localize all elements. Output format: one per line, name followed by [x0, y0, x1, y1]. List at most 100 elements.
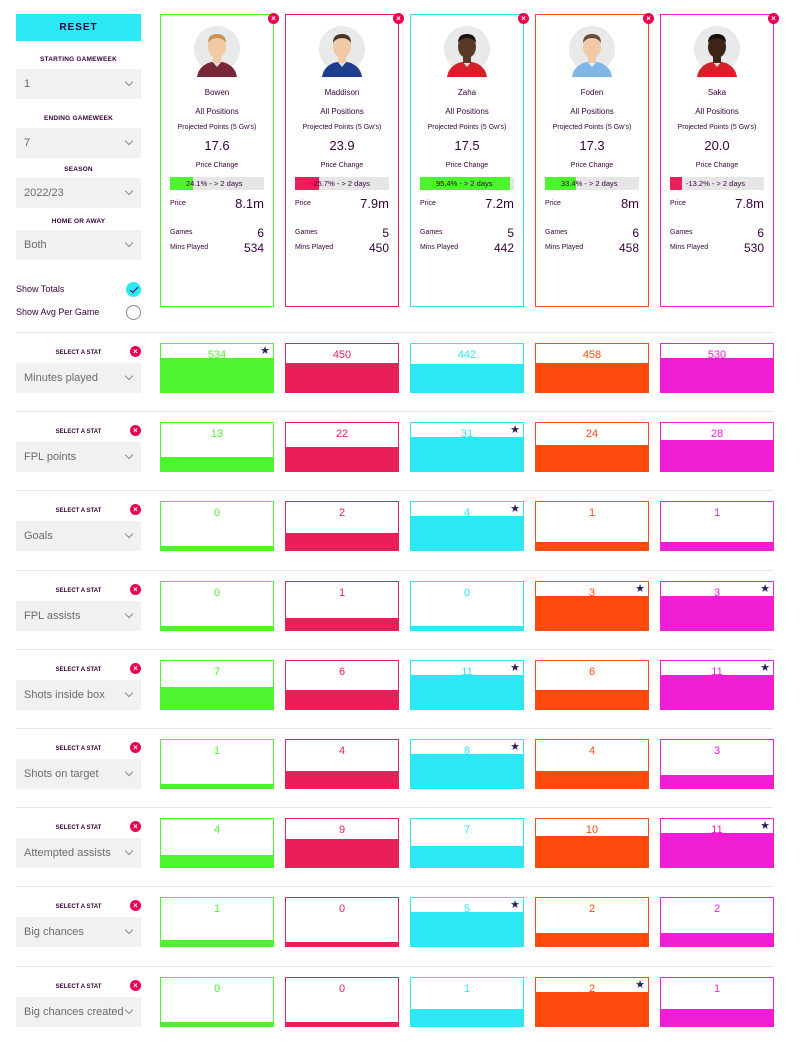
remove-stat-icon[interactable]: × [130, 821, 141, 833]
radio-icon[interactable] [126, 305, 141, 320]
stat-value-box: 1 [660, 501, 774, 552]
player-card: × Bowen All Positions Projected Points (5 G… [160, 13, 279, 307]
stat-value-box: 3 ★ [535, 580, 649, 631]
stat-select[interactable]: Goals [16, 521, 141, 552]
stat-bar-fill [661, 541, 773, 551]
mins-played-label: Mins Played [545, 244, 584, 251]
stat-select[interactable]: Big chances [16, 917, 141, 948]
chevron-down-icon [124, 371, 134, 381]
stat-value: 1 [713, 507, 721, 520]
price-change-bar: -13.2% - > 2 days [670, 177, 764, 190]
stat-bar-fill [161, 546, 273, 551]
remove-stat-icon[interactable]: × [130, 662, 141, 674]
player-avatar [318, 25, 366, 77]
player-position: All Positions [195, 107, 239, 116]
show-totals-toggle[interactable]: Show Totals [16, 282, 141, 298]
stat-value: 5 [463, 903, 471, 916]
player-name: Saka [707, 88, 727, 97]
stat-bar-fill [411, 363, 523, 392]
stat-bar-fill [536, 690, 648, 709]
stat-bar-fill [286, 690, 398, 709]
remove-player-icon[interactable]: × [518, 13, 529, 24]
remove-stat-icon[interactable]: × [130, 979, 141, 991]
stat-bar-fill [536, 932, 648, 947]
best-star-icon: ★ [510, 661, 520, 674]
stat-value: 24 [585, 428, 599, 441]
remove-player-icon[interactable]: × [768, 13, 779, 24]
price-value: 7.8m [735, 196, 764, 211]
remove-player-icon[interactable]: × [393, 13, 404, 24]
remove-stat-icon[interactable]: × [130, 900, 141, 912]
stat-value-box: 3 ★ [660, 580, 774, 631]
remove-stat-icon[interactable]: × [130, 346, 141, 357]
remove-player-icon[interactable]: × [643, 13, 654, 24]
stat-value: 4 [463, 507, 471, 520]
remove-stat-icon[interactable]: × [130, 742, 141, 753]
chevron-down-icon [124, 450, 134, 460]
stat-value: 0 [213, 507, 221, 520]
stat-value-box: 11 ★ [660, 818, 774, 869]
chevron-down-icon [124, 767, 134, 777]
stat-select-value: Minutes played [24, 372, 98, 384]
stat-value-box: 534 ★ [160, 343, 274, 393]
stat-select[interactable]: Shots on target [16, 759, 141, 789]
remove-player-icon[interactable]: × [268, 13, 279, 24]
remove-stat-icon[interactable]: × [130, 583, 141, 595]
player-name: Maddison [324, 88, 360, 97]
price-change-label: Price Change [195, 162, 239, 169]
stat-select[interactable]: FPL assists [16, 600, 141, 631]
price-change-fill [670, 177, 683, 190]
stat-value-box: 1 [660, 976, 774, 1027]
stat-value: 0 [338, 982, 346, 995]
ending-gameweek-select[interactable]: 7 [16, 128, 141, 158]
projected-points-label: Projected Points (5 Gw's) [677, 124, 757, 131]
select-stat-label: SELECT A STAT [55, 825, 102, 832]
reset-button[interactable]: RESET [16, 14, 141, 41]
season-label: SEASON [64, 166, 93, 173]
price-change-label: Price Change [445, 162, 489, 169]
stat-value: 6 [338, 665, 346, 678]
starting-gameweek-select[interactable]: 1 [16, 69, 141, 99]
show-avg-toggle[interactable]: Show Avg Per Game [16, 305, 141, 321]
row-divider [16, 490, 773, 492]
best-star-icon: ★ [760, 582, 770, 595]
stat-select[interactable]: FPL points [16, 442, 141, 473]
stat-bar-fill [411, 516, 523, 551]
stat-value: 7 [213, 665, 221, 678]
stat-bar-fill [536, 595, 648, 630]
stat-value-box: 11 ★ [410, 659, 524, 710]
remove-stat-icon[interactable]: × [130, 504, 141, 516]
row-divider [16, 807, 773, 809]
stat-value-box: 28 [660, 422, 774, 473]
projected-points-value: 17.5 [454, 138, 480, 153]
stat-value-box: 2 ★ [535, 976, 649, 1027]
stat-select[interactable]: Big chances created [16, 996, 141, 1027]
mins-played-value: 530 [743, 241, 764, 255]
player-position: All Positions [695, 107, 739, 116]
home-away-select[interactable]: Both [16, 230, 141, 260]
games-value: 5 [507, 226, 514, 240]
player-name: Zaha [457, 88, 477, 97]
stat-select-value: Big chances created [24, 1005, 124, 1018]
checkmark-radio-icon[interactable] [126, 282, 141, 297]
stat-select[interactable]: Minutes played [16, 363, 141, 393]
games-label: Games [295, 229, 318, 236]
stat-select[interactable]: Attempted assists [16, 838, 141, 869]
stat-value: 450 [332, 349, 352, 361]
season-select[interactable]: 2022/23 [16, 178, 141, 208]
best-star-icon: ★ [510, 899, 520, 912]
stat-value-box: 11 ★ [660, 659, 774, 710]
stat-bar-fill [161, 358, 273, 392]
games-label: Games [170, 229, 193, 236]
chevron-down-icon [124, 1005, 134, 1014]
stat-bar-fill [661, 932, 773, 947]
select-stat-label: SELECT A STAT [55, 508, 102, 515]
stat-select[interactable]: Shots inside box [16, 679, 141, 710]
player-card: × Foden All Positions Projected Points (5 G… [535, 13, 654, 307]
stat-bar-fill [536, 541, 648, 551]
remove-stat-icon[interactable]: × [130, 425, 141, 437]
ending-gameweek-value: 7 [24, 137, 31, 149]
best-star-icon: ★ [635, 978, 645, 991]
projected-points-value: 17.3 [579, 138, 605, 153]
stat-bar-fill [286, 363, 398, 392]
